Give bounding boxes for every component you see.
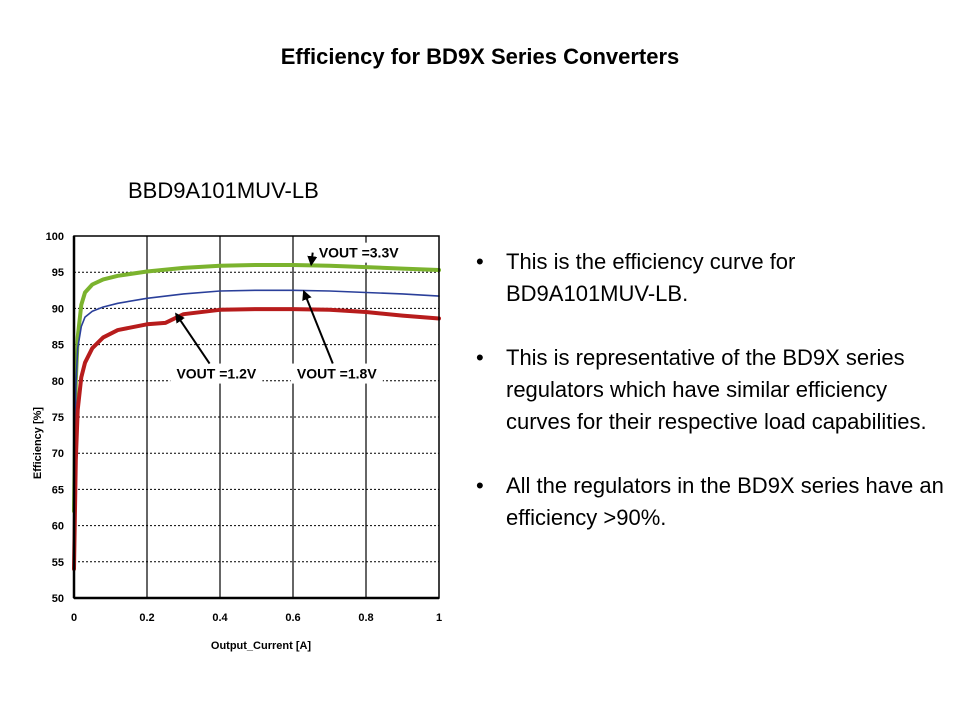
bullet-text: This is the efficiency curve for BD9A101… xyxy=(506,249,796,306)
bullet-glyph: • xyxy=(476,345,484,370)
x-tick-label: 0 xyxy=(71,612,77,624)
x-tick-label: 0.4 xyxy=(212,612,228,624)
y-tick-label: 50 xyxy=(52,593,64,605)
chart-caption: BBD9A101MUV-LB xyxy=(128,178,319,203)
y-tick-label: 70 xyxy=(52,448,64,460)
bullet-list: • This is the efficiency curve for BD9A10… xyxy=(474,246,944,566)
x-tick-label: 0.2 xyxy=(139,612,154,624)
y-tick-label: 65 xyxy=(52,484,64,496)
annotation-arrow xyxy=(307,252,318,267)
y-tick-label: 85 xyxy=(52,340,64,352)
annotation-label: VOUT =1.2V xyxy=(176,366,256,382)
bullet-text: This is representative of the BD9X serie… xyxy=(506,345,927,434)
bullet-text: All the regulators in the BD9X series ha… xyxy=(506,473,944,530)
annotation-arrow xyxy=(302,289,334,364)
x-axis-label: Output_Current [A] xyxy=(211,640,312,652)
y-tick-label: 90 xyxy=(52,303,64,315)
annotation-label: VOUT =3.3V xyxy=(319,245,399,261)
y-axis-label: Efficiency [%] xyxy=(32,407,44,479)
y-tick-label: 55 xyxy=(52,557,64,569)
series-line-vout-33v xyxy=(72,263,441,514)
series-line-vout-12v xyxy=(72,307,441,571)
y-tick-label: 60 xyxy=(52,521,64,533)
series-line-vout-18v xyxy=(73,289,440,520)
annotation-label-bg xyxy=(312,242,405,263)
y-tick-label: 80 xyxy=(52,376,64,388)
x-tick-label: 0.8 xyxy=(358,612,373,624)
bullet-item: • All the regulators in the BD9X series h… xyxy=(474,470,944,534)
annotations: VOUT =3.3V VOUT =1.2V VOUT =1.8V xyxy=(170,242,405,384)
x-tick-label: 1 xyxy=(436,612,442,624)
tick-labels: 50 55 60 65 70 75 80 85 90 95 100 0 0.2 0.4 0.6 0.8 1 xyxy=(46,231,442,624)
y-tick-label: 100 xyxy=(46,231,64,243)
bullet-glyph: • xyxy=(476,473,484,498)
annotation-arrow xyxy=(175,312,211,365)
annotation-label-bg xyxy=(290,363,383,384)
y-tick-label: 95 xyxy=(52,267,64,279)
slide-title: Efficiency for BD9X Series Converters xyxy=(280,44,680,69)
annotation-label: VOUT =1.8V xyxy=(297,366,377,382)
bullet-item: • This is the efficiency curve for BD9A10… xyxy=(474,246,944,310)
plot-frame xyxy=(72,235,440,600)
bullet-item: • This is representative of the BD9X seri… xyxy=(474,342,944,438)
bullet-glyph: • xyxy=(476,249,484,274)
y-tick-label: 75 xyxy=(52,412,64,424)
series-group xyxy=(72,263,441,571)
annotation-label-bg xyxy=(170,363,263,384)
x-tick-label: 0.6 xyxy=(285,612,300,624)
